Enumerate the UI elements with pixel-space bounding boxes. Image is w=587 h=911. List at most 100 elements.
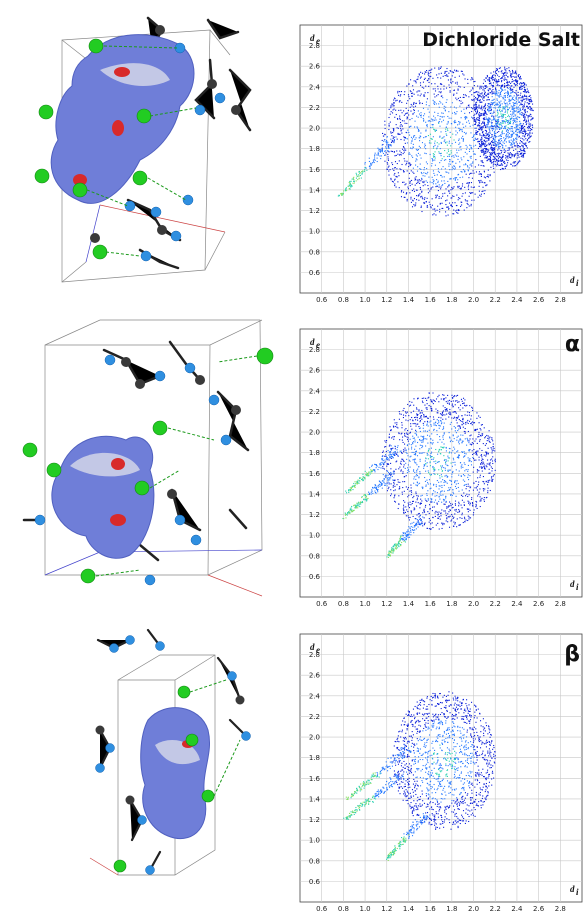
data-point	[366, 498, 368, 500]
data-point	[427, 482, 429, 484]
y-axis-label-sub: e	[316, 36, 320, 46]
data-point	[482, 131, 484, 133]
y-tick-label: 0.8	[309, 857, 320, 865]
data-point	[422, 486, 424, 488]
data-point	[421, 409, 423, 412]
data-point	[442, 428, 444, 430]
data-point	[368, 491, 370, 493]
data-point	[392, 137, 394, 140]
data-point	[493, 98, 495, 100]
data-point	[436, 492, 438, 494]
data-point	[515, 145, 517, 147]
data-point	[508, 136, 510, 138]
data-point	[454, 165, 456, 167]
data-point	[403, 151, 405, 153]
data-point	[446, 482, 448, 484]
data-point	[426, 424, 428, 426]
data-point	[497, 84, 499, 86]
data-point	[410, 196, 412, 198]
data-point	[402, 449, 405, 451]
data-point	[472, 192, 474, 194]
data-point	[420, 157, 422, 159]
data-point	[472, 453, 474, 456]
y-axis-label-sub: e	[316, 340, 320, 350]
data-point	[453, 139, 455, 141]
data-point	[427, 490, 429, 492]
data-point	[457, 429, 459, 432]
data-point	[433, 119, 435, 121]
data-point	[419, 102, 421, 104]
data-point	[350, 509, 352, 511]
data-point	[515, 98, 517, 100]
data-point	[430, 452, 432, 455]
data-point	[451, 494, 453, 496]
data-point	[505, 72, 507, 74]
data-point	[410, 534, 412, 536]
data-point	[437, 412, 439, 414]
data-point	[431, 522, 433, 524]
data-point	[390, 429, 392, 432]
data-point	[528, 122, 530, 124]
data-point	[523, 104, 525, 106]
y-tick-label: 2.8	[309, 42, 320, 50]
data-point	[519, 122, 521, 124]
data-point	[488, 103, 490, 105]
data-point	[421, 412, 423, 414]
data-point	[388, 174, 390, 176]
data-point	[430, 442, 432, 444]
data-point	[471, 77, 473, 79]
data-point	[514, 107, 516, 109]
data-point	[471, 148, 473, 150]
data-point	[519, 140, 522, 142]
data-point	[437, 396, 439, 398]
data-point	[418, 477, 420, 479]
data-point	[465, 108, 468, 110]
data-point	[414, 462, 416, 464]
data-point	[386, 483, 388, 485]
data-point	[513, 102, 515, 105]
data-point	[443, 479, 446, 482]
data-point	[353, 176, 355, 178]
data-point	[395, 548, 397, 550]
data-point	[461, 517, 463, 519]
data-point	[463, 131, 465, 133]
data-point	[502, 106, 504, 108]
data-point	[465, 405, 467, 407]
data-point	[424, 184, 426, 186]
data-point	[485, 141, 487, 143]
data-point	[518, 73, 520, 76]
data-point	[501, 159, 503, 161]
data-point	[512, 80, 514, 82]
data-point	[483, 113, 485, 115]
data-point	[499, 159, 502, 161]
data-point	[434, 144, 436, 146]
data-point	[406, 534, 408, 536]
data-point	[385, 454, 387, 456]
data-point	[386, 141, 388, 143]
data-point	[498, 152, 500, 154]
data-point	[489, 464, 491, 466]
data-point	[468, 167, 470, 169]
data-point	[381, 459, 383, 461]
data-point	[425, 148, 427, 150]
data-point	[344, 514, 346, 516]
data-point	[433, 115, 435, 117]
data-point	[385, 141, 387, 143]
data-point	[428, 120, 430, 122]
data-point	[525, 144, 527, 146]
data-point	[503, 74, 505, 76]
data-point	[476, 485, 478, 487]
data-point	[460, 398, 463, 400]
data-point	[474, 109, 477, 111]
data-point	[491, 467, 493, 470]
data-point	[465, 453, 467, 455]
data-point	[359, 477, 361, 480]
data-point	[476, 489, 478, 491]
data-point	[503, 132, 505, 135]
data-point	[523, 116, 525, 118]
data-point	[469, 435, 471, 437]
data-point	[421, 72, 424, 74]
data-point	[487, 119, 489, 121]
data-point	[488, 138, 490, 140]
data-point	[425, 129, 427, 131]
